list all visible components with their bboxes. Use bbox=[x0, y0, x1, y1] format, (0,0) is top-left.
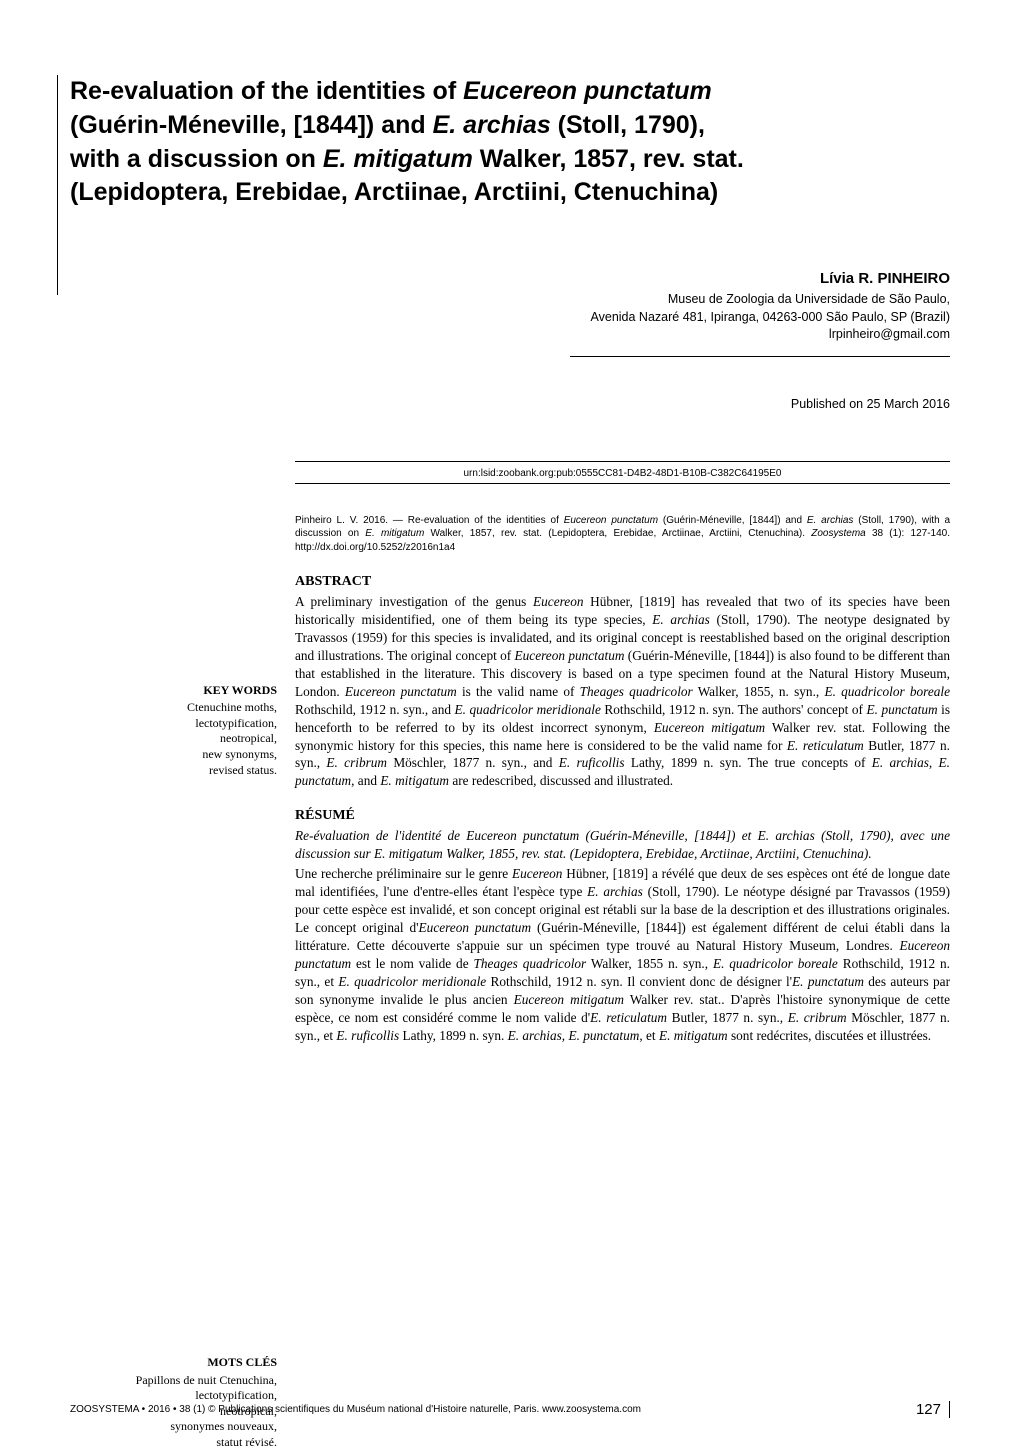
abstract-header: ABSTRACT bbox=[295, 574, 950, 590]
keywords-en-col: KEY WORDS Ctenuchine moths, lectotypific… bbox=[70, 574, 277, 808]
resume-section: MOTS CLÉS Papillons de nuit Ctenuchina, … bbox=[70, 808, 950, 1062]
keyword-en-item: new synonyms, bbox=[187, 747, 277, 763]
publication-date: Published on 25 March 2016 bbox=[70, 397, 950, 411]
author-divider bbox=[570, 356, 950, 357]
title-line2-b: (Stoll, 1790), bbox=[551, 111, 705, 139]
author-name: Lívia R. PINHEIRO bbox=[490, 270, 950, 287]
citation-b: (Guérin-Méneville, [1844]) and bbox=[658, 515, 807, 526]
keyword-fr-item: synonymes nouveaux, bbox=[136, 1419, 277, 1435]
title-line2-i: E. archias bbox=[433, 111, 551, 139]
footer-right: www.zoosystema.com bbox=[542, 1404, 641, 1415]
footer-left: ZOOSYSTEMA • 2016 • 38 (1) © Publication… bbox=[70, 1404, 539, 1415]
author-email: lrpinheiro@gmail.com bbox=[490, 326, 950, 344]
keyword-en-item: revised status. bbox=[187, 763, 277, 779]
vertical-rule-left bbox=[57, 75, 58, 295]
affiliation-line1: Museu de Zoologia da Universidade de São… bbox=[490, 291, 950, 309]
title-line1-a: Re-evaluation of the identities of bbox=[70, 77, 463, 105]
citation-a: Pinheiro L. V. 2016. — Re-evaluation of … bbox=[295, 515, 564, 526]
keywords-en-list: Ctenuchine moths, lectotypification, neo… bbox=[187, 700, 277, 778]
article-title: Re-evaluation of the identities of Eucer… bbox=[70, 75, 950, 210]
keyword-en-item: lectotypification, bbox=[187, 716, 277, 732]
page-number: 127 bbox=[916, 1401, 950, 1418]
page-footer: ZOOSYSTEMA • 2016 • 38 (1) © Publication… bbox=[70, 1401, 950, 1418]
resume-body: Une recherche préliminaire sur le genre … bbox=[295, 865, 950, 1044]
author-block: Lívia R. PINHEIRO Museu de Zoologia da U… bbox=[70, 270, 950, 357]
urn-rule-bottom bbox=[295, 483, 950, 484]
abstract-text-col: ABSTRACT A preliminary investigation of … bbox=[295, 574, 950, 808]
citation-i1: Eucereon punctatum bbox=[564, 515, 658, 526]
resume-header: RÉSUMÉ bbox=[295, 808, 950, 824]
title-line1-i: Eucereon punctatum bbox=[463, 77, 712, 105]
title-line4: (Lepidoptera, Erebidae, Arctiinae, Arcti… bbox=[70, 176, 930, 210]
affiliation-line2: Avenida Nazaré 481, Ipiranga, 04263-000 … bbox=[490, 309, 950, 327]
keyword-fr-item: statut révisé. bbox=[136, 1435, 277, 1450]
abstract-body: A preliminary investigation of the genus… bbox=[295, 593, 950, 790]
abstract-section: KEY WORDS Ctenuchine moths, lectotypific… bbox=[70, 574, 950, 808]
citation: Pinheiro L. V. 2016. — Re-evaluation of … bbox=[295, 514, 950, 555]
keyword-en-item: neotropical, bbox=[187, 731, 277, 747]
keywords-fr-col: MOTS CLÉS Papillons de nuit Ctenuchina, … bbox=[70, 808, 277, 1062]
urn-block: urn:lsid:zoobank.org:pub:0555CC81-D4B2-4… bbox=[295, 461, 950, 484]
title-line3-b: Walker, 1857, rev. stat. bbox=[473, 145, 744, 173]
citation-i2: E. archias bbox=[807, 515, 854, 526]
keyword-fr-item: Papillons de nuit Ctenuchina, bbox=[136, 1373, 277, 1389]
title-line2-a: (Guérin-Méneville, [1844]) and bbox=[70, 111, 433, 139]
keywords-fr-header: MOTS CLÉS bbox=[136, 1354, 277, 1370]
keyword-en-item: Ctenuchine moths, bbox=[187, 700, 277, 716]
resume-title: Re-évaluation de l'identité de Eucereon … bbox=[295, 827, 950, 863]
urn-rule-top bbox=[295, 461, 950, 462]
title-line3-i: E. mitigatum bbox=[323, 145, 473, 173]
keywords-en-block: KEY WORDS Ctenuchine moths, lectotypific… bbox=[187, 682, 277, 778]
urn-text: urn:lsid:zoobank.org:pub:0555CC81-D4B2-4… bbox=[295, 468, 950, 479]
citation-i4: Zoosystema bbox=[811, 528, 865, 539]
keywords-en-header: KEY WORDS bbox=[187, 682, 277, 698]
citation-i3: E. mitigatum bbox=[365, 528, 424, 539]
citation-d: Walker, 1857, rev. stat. (Lepidoptera, E… bbox=[424, 528, 811, 539]
resume-text-col: RÉSUMÉ Re-évaluation de l'identité de Eu… bbox=[295, 808, 950, 1062]
title-line3-a: with a discussion on bbox=[70, 145, 323, 173]
